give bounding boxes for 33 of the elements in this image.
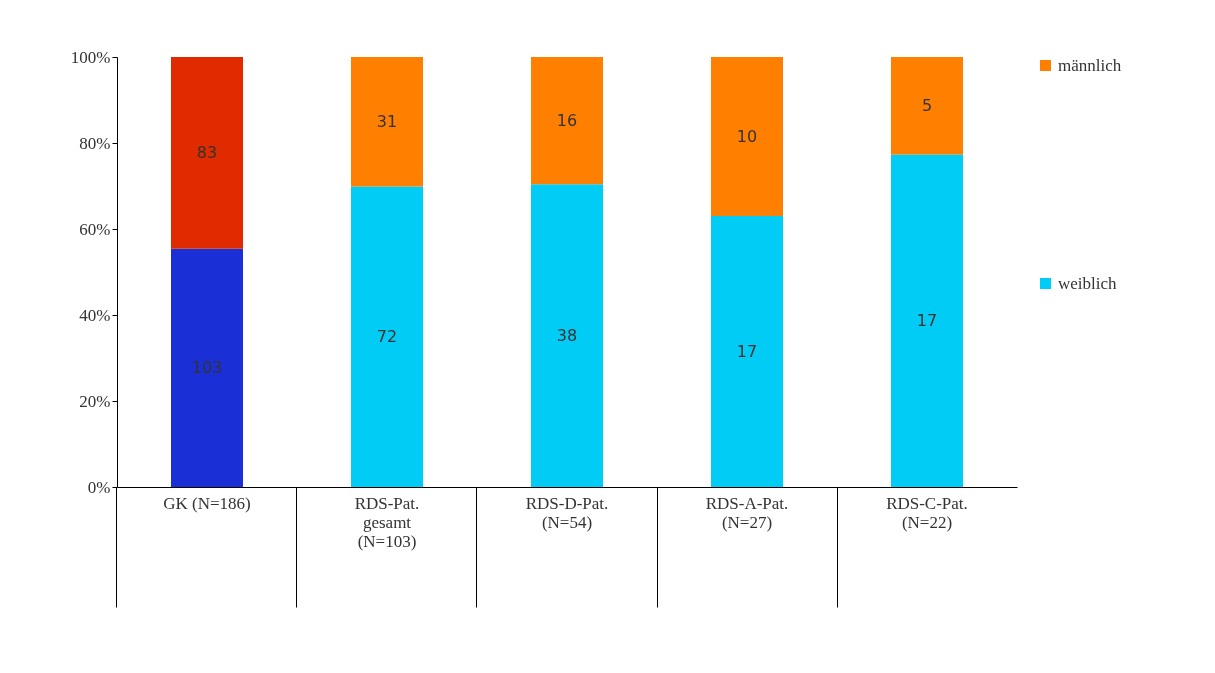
annotation: 16	[556, 110, 578, 130]
annotation: 17	[916, 310, 938, 330]
bar	[351, 186, 423, 487]
x-tick-label: GK (N=186)	[163, 493, 251, 513]
y-tick-label: 60%	[79, 219, 111, 239]
y-tick-label: 100%	[70, 47, 111, 67]
annotation: 31	[376, 111, 398, 131]
y-tick-label: 20%	[79, 391, 111, 411]
annotation: 103	[191, 357, 223, 377]
annotation: 5	[921, 95, 933, 115]
annotation: 83	[196, 142, 218, 162]
bar	[711, 57, 783, 217]
y-tick-label: 80%	[79, 133, 111, 153]
annotation: 72	[376, 326, 398, 346]
x-tick-label: RDS-A-Pat. (N=27)	[705, 493, 789, 532]
legend-label: weiblich	[1058, 273, 1118, 293]
bar	[351, 57, 423, 187]
legend-label: männlich	[1058, 55, 1122, 75]
annotation: 38	[556, 325, 578, 345]
y-tick-label: 0%	[87, 477, 111, 497]
x-tick-label: RDS-D-Pat. (N=54)	[525, 493, 609, 532]
x-tick-label: RDS-C-Pat. (N=22)	[886, 493, 968, 532]
bar	[171, 57, 243, 249]
bar	[531, 57, 603, 185]
bar	[531, 184, 603, 487]
x-tick-label: RDS-Pat. gesamt (N=103)	[354, 493, 420, 551]
bar	[891, 154, 963, 487]
annotation: 17	[736, 341, 758, 361]
y-tick-label: 40%	[79, 305, 111, 325]
bar	[171, 248, 243, 487]
bar	[891, 57, 963, 155]
annotation: 10	[736, 126, 758, 146]
bar	[711, 216, 783, 487]
